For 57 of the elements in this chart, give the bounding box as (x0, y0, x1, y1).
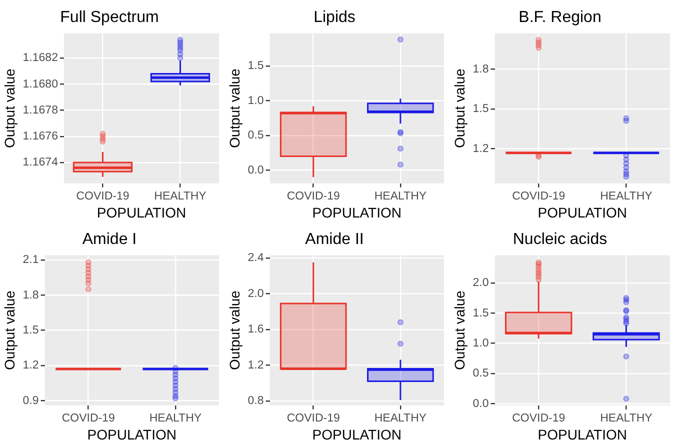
x-axis-title: POPULATION (312, 426, 402, 442)
y-tick-label: 0.0 (472, 398, 489, 410)
y-axis-title: Output value (1, 68, 18, 148)
x-axis-title: POPULATION (538, 204, 627, 220)
y-axis-title: Output value (451, 290, 468, 370)
y-tick-label: 1.5 (472, 307, 489, 320)
y-tick-label: 1.2 (22, 360, 39, 372)
x-axis-title: POPULATION (87, 426, 176, 442)
y-tick-label: 0.5 (472, 368, 489, 380)
y-tick-label: 1.0 (472, 337, 489, 350)
x-tick-label: COVID-19 (62, 412, 115, 424)
x-axis-title: POPULATION (96, 204, 186, 220)
y-tick-label: 1.5 (472, 103, 489, 116)
y-tick-label: 1.0 (248, 94, 264, 107)
y-tick-label: 2.0 (248, 288, 264, 300)
y-tick-label: 1.1680 (22, 78, 58, 90)
y-tick-label: 0.8 (248, 395, 264, 408)
y-axis-title: Output value (226, 290, 242, 370)
chart-title: Lipids (314, 9, 356, 26)
y-axis-title: Output value (451, 68, 468, 148)
x-tick-label: COVID-19 (286, 190, 340, 202)
y-tick-label: 1.6 (248, 324, 264, 336)
x-tick-label: HEALTHY (374, 190, 427, 202)
y-tick-label: 1.5 (248, 60, 264, 72)
y-tick-label: 1.2 (248, 359, 264, 372)
x-axis-title: POPULATION (538, 426, 627, 442)
x-tick-label: COVID-19 (512, 190, 566, 202)
y-tick-label: 1.8 (22, 289, 39, 302)
x-tick-label: HEALTHY (600, 412, 653, 424)
y-axis-title: Output value (1, 290, 18, 370)
x-axis-title: POPULATION (312, 204, 402, 220)
x-tick-label: COVID-19 (512, 412, 566, 424)
y-tick-label: 2.4 (248, 252, 264, 264)
y-tick-label: 0.5 (248, 130, 264, 142)
y-tick-label: 1.2 (472, 143, 489, 156)
y-tick-label: 1.5 (22, 324, 39, 336)
chart-title: Amide I (82, 231, 137, 248)
chart-title: B.F. Region (518, 9, 602, 26)
y-tick-label: 1.1682 (22, 52, 58, 64)
x-tick-label: HEALTHY (149, 412, 202, 424)
y-tick-label: 2.1 (22, 254, 39, 266)
y-tick-label: 1.1676 (22, 130, 58, 143)
y-tick-label: 2.0 (472, 277, 489, 290)
x-tick-label: COVID-19 (286, 412, 340, 424)
chart-title: Amide II (305, 231, 364, 248)
y-tick-label: 0.9 (22, 394, 39, 407)
chart-title: Full Spectrum (60, 9, 159, 26)
x-tick-label: COVID-19 (76, 190, 130, 202)
x-tick-label: HEALTHY (374, 412, 427, 424)
y-tick-label: 1.1678 (22, 104, 58, 116)
x-tick-label: HEALTHY (600, 190, 653, 202)
chart-title: Nucleic acids (512, 231, 608, 248)
y-axis-title: Output value (226, 68, 242, 148)
y-tick-label: 1.1674 (22, 156, 59, 169)
x-tick-label: HEALTHY (154, 190, 207, 202)
y-tick-label: 1.8 (472, 63, 489, 76)
y-tick-label: 0.0 (248, 164, 264, 176)
